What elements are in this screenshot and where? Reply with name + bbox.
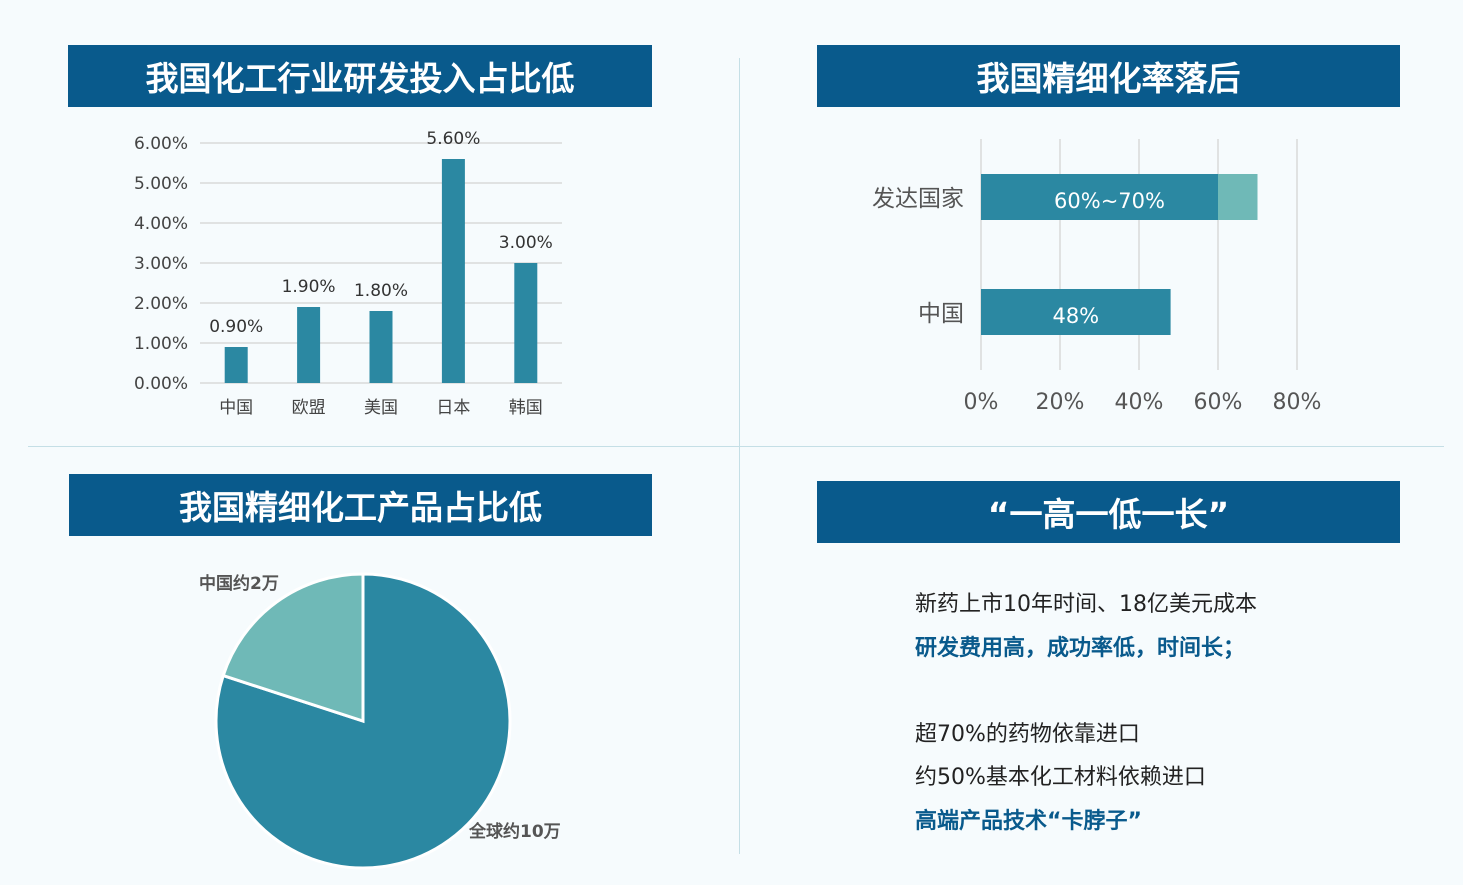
rd-bar: [224, 347, 248, 383]
rd-y-tick-label: 5.00%: [134, 174, 188, 194]
rd-data-label: 1.90%: [282, 277, 336, 297]
rd-x-tick-label: 美国: [364, 398, 398, 418]
rd-data-label: 0.90%: [209, 317, 263, 337]
refine-x-tick-label: 40%: [1115, 390, 1164, 415]
rd-bar: [441, 159, 465, 383]
rd-data-label: 5.60%: [426, 129, 480, 149]
pie-label-china: 中国约2万: [199, 573, 279, 594]
refinement-chart-title: 我国精细化率落后: [817, 45, 1400, 107]
rd-x-tick-label: 日本: [436, 398, 470, 418]
rd-bar: [297, 307, 321, 383]
refine-bar-range: [1218, 174, 1258, 220]
vertical-divider: [739, 58, 740, 854]
refine-x-tick-label: 20%: [1036, 390, 1085, 415]
rd-y-tick-label: 2.00%: [134, 294, 188, 314]
rd-bar: [514, 263, 538, 383]
rd-x-tick-label: 中国: [219, 398, 253, 418]
rd-data-label: 3.00%: [499, 233, 553, 253]
rd-chart-title: 我国化工行业研发投入占比低: [68, 45, 652, 107]
rd-y-tick-label: 6.00%: [134, 134, 188, 154]
summary-line-2: 研发费用高，成功率低，时间长；: [915, 636, 1246, 661]
rd-y-tick-label: 1.00%: [134, 334, 188, 354]
rd-y-tick-label: 3.00%: [134, 254, 188, 274]
refine-data-label: 60%~70%: [1054, 189, 1165, 213]
rd-y-tick-label: 4.00%: [134, 214, 188, 234]
horizontal-divider: [28, 446, 1444, 447]
pie-label-global: 全球约10万: [468, 821, 561, 842]
rd-bar: [369, 311, 393, 383]
summary-line-5: 高端产品技术“卡脖子”: [915, 809, 1142, 834]
refine-x-tick-label: 60%: [1194, 390, 1243, 415]
refine-category-label: 中国: [918, 301, 964, 327]
refine-x-tick-label: 80%: [1273, 390, 1322, 415]
refine-bar: [981, 174, 1218, 220]
pie-slice-china: [221, 572, 365, 724]
summary-title: “一高一低一长”: [817, 481, 1400, 543]
refine-data-label: 48%: [1052, 304, 1099, 328]
refine-x-tick-label: 0%: [964, 390, 999, 415]
summary-line-1: 新药上市10年时间、18亿美元成本: [915, 592, 1257, 617]
product-chart-title: 我国精细化工产品占比低: [69, 474, 652, 536]
summary-line-3: 超70%的药物依靠进口: [915, 722, 1140, 747]
refine-category-label: 发达国家: [872, 186, 964, 212]
refine-bar: [981, 289, 1171, 335]
rd-data-label: 1.80%: [354, 281, 408, 301]
summary-line-4: 约50%基本化工材料依赖进口: [915, 765, 1206, 790]
rd-x-tick-label: 韩国: [509, 398, 543, 418]
rd-x-tick-label: 欧盟: [292, 398, 326, 418]
rd-y-tick-label: 0.00%: [134, 374, 188, 394]
